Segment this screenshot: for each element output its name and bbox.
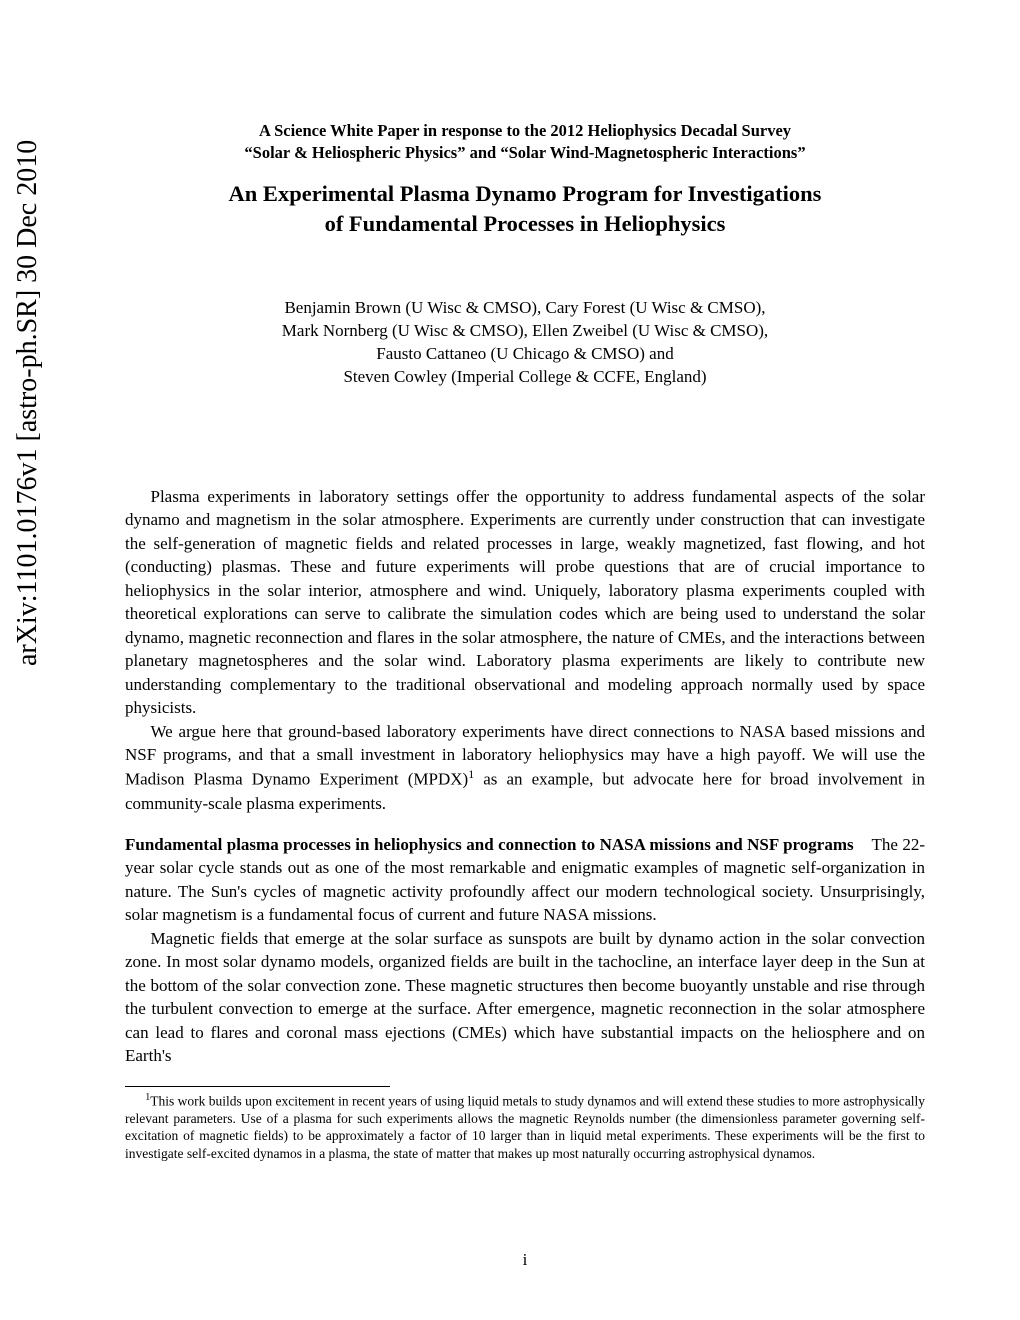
author-line-3: Fausto Cattaneo (U Chicago & CMSO) and bbox=[125, 343, 925, 366]
author-list: Benjamin Brown (U Wisc & CMSO), Cary For… bbox=[125, 297, 925, 389]
author-line-1: Benjamin Brown (U Wisc & CMSO), Cary For… bbox=[125, 297, 925, 320]
section-fundamental-processes: Fundamental plasma processes in heliophy… bbox=[125, 833, 925, 1068]
whitepaper-header-line1: A Science White Paper in response to the… bbox=[125, 120, 925, 142]
footnote-separator bbox=[125, 1086, 390, 1087]
arxiv-identifier: arXiv:1101.0176v1 [astro-ph.SR] 30 Dec 2… bbox=[12, 140, 44, 666]
abstract-paragraph-1: Plasma experiments in laboratory setting… bbox=[125, 485, 925, 720]
abstract-paragraph-2: We argue here that ground-based laborato… bbox=[125, 720, 925, 815]
paper-title-line1: An Experimental Plasma Dynamo Program fo… bbox=[125, 179, 925, 209]
section-paragraph-2: Magnetic fields that emerge at the solar… bbox=[125, 927, 925, 1068]
page-number: i bbox=[125, 1250, 925, 1270]
section-paragraph-1: Fundamental plasma processes in heliophy… bbox=[125, 833, 925, 927]
author-line-2: Mark Nornberg (U Wisc & CMSO), Ellen Zwe… bbox=[125, 320, 925, 343]
section-heading: Fundamental plasma processes in heliophy… bbox=[125, 835, 854, 854]
footnote-text-1: This work builds upon excitement in rece… bbox=[125, 1093, 925, 1161]
footnote-1: 1This work builds upon excitement in rec… bbox=[125, 1091, 925, 1163]
abstract: Plasma experiments in laboratory setting… bbox=[125, 485, 925, 815]
paper-title-line2: of Fundamental Processes in Heliophysics bbox=[125, 209, 925, 239]
page-content: A Science White Paper in response to the… bbox=[125, 120, 925, 1162]
author-line-4: Steven Cowley (Imperial College & CCFE, … bbox=[125, 366, 925, 389]
whitepaper-header-line2: “Solar & Heliospheric Physics” and “Sola… bbox=[125, 142, 925, 164]
